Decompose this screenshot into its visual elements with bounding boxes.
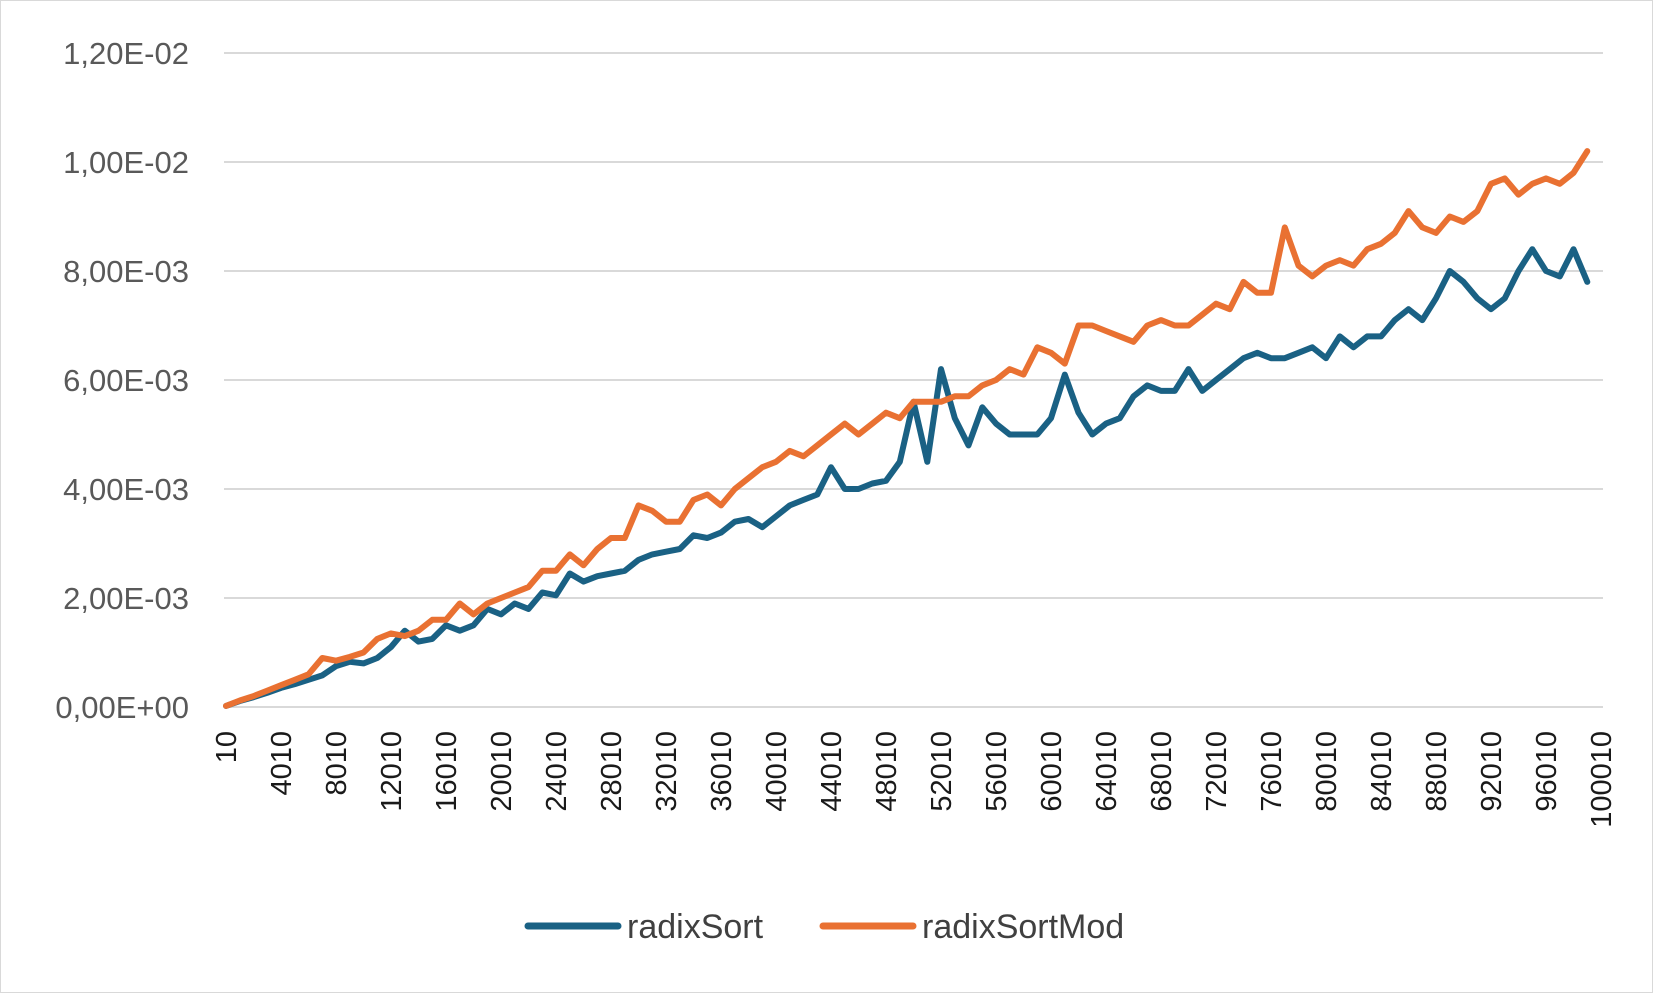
x-tick-label: 96010 <box>1531 731 1563 812</box>
x-tick-label: 60010 <box>1036 731 1068 812</box>
y-tick-label: 4,00E-03 <box>63 472 189 507</box>
x-tick-label: 88010 <box>1421 731 1453 812</box>
legend-label: radixSort <box>627 908 764 946</box>
x-tick-label: 84010 <box>1366 731 1398 812</box>
x-tick-label: 4010 <box>266 731 298 796</box>
x-tick-label: 16010 <box>431 731 463 812</box>
x-tick-label: 52010 <box>926 731 958 812</box>
x-tick-label: 8010 <box>321 731 353 796</box>
x-tick-label: 32010 <box>651 731 683 812</box>
x-tick-label: 28010 <box>596 731 628 812</box>
x-tick-label: 20010 <box>486 731 518 812</box>
x-tick-label: 12010 <box>376 731 408 812</box>
x-axis-tick-labels: 10 4010 8010 12010 16010 20010 24010 28010 32010… <box>211 731 1618 828</box>
gridlines <box>224 52 1603 708</box>
x-tick-label: 92010 <box>1476 731 1508 812</box>
y-tick-label: 1,20E-02 <box>63 36 189 71</box>
x-tick-label: 68010 <box>1146 731 1178 812</box>
x-tick-label: 40010 <box>761 731 793 812</box>
x-tick-label: 100010 <box>1586 731 1618 828</box>
legend-label: radixSortMod <box>922 908 1124 946</box>
x-tick-label: 44010 <box>816 731 848 812</box>
y-tick-label: 2,00E-03 <box>63 581 189 616</box>
x-tick-label: 10 <box>211 731 243 763</box>
x-tick-label: 56010 <box>981 731 1013 812</box>
x-tick-label: 80010 <box>1311 731 1343 812</box>
x-tick-label: 64010 <box>1091 731 1123 812</box>
y-tick-label: 1,00E-02 <box>63 145 189 180</box>
series-line-radixSort <box>223 246 1591 709</box>
y-tick-label: 0,00E+00 <box>55 690 189 725</box>
y-axis-tick-labels: 0,00E+00 2,00E-03 4,00E-03 6,00E-03 8,00E-03… <box>55 36 189 725</box>
x-tick-label: 76010 <box>1256 731 1288 812</box>
x-tick-label: 36010 <box>706 731 738 812</box>
x-tick-label: 48010 <box>871 731 903 812</box>
y-tick-label: 8,00E-03 <box>63 254 189 289</box>
series-lines <box>223 148 1591 709</box>
legend: radixSort radixSortMod <box>524 908 1124 946</box>
series-line-radixSortMod <box>223 148 1591 709</box>
y-tick-label: 6,00E-03 <box>63 363 189 398</box>
x-tick-label: 72010 <box>1201 731 1233 812</box>
x-tick-label: 24010 <box>541 731 573 812</box>
